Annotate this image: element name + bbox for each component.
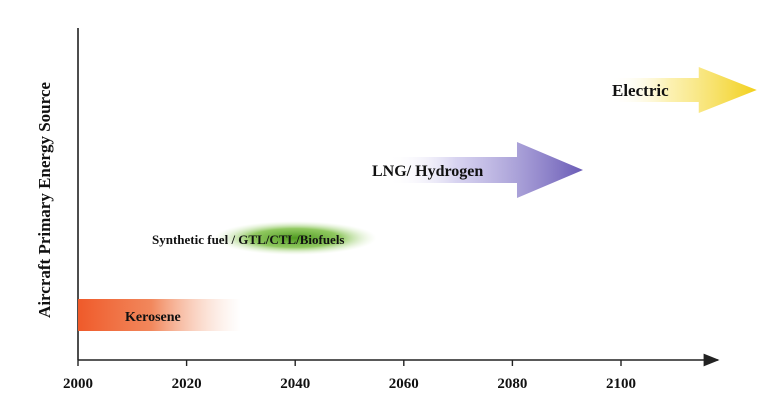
x-tick-label: 2060 — [389, 376, 419, 392]
energy-bands: Kerosene Synthetic fuel / GTL/CTL/Biofuel… — [78, 67, 757, 331]
synthetic-fuel-gtl-ctl-biofuels-label: Synthetic fuel / GTL/CTL/Biofuels — [152, 232, 345, 247]
lng-hydrogen-label: LNG/ Hydrogen — [372, 163, 483, 180]
synthetic-fuel-gtl-ctl-biofuels-band — [213, 221, 377, 255]
electric-label: Electric — [612, 81, 669, 100]
x-tick-label: 2020 — [172, 376, 202, 392]
x-tick-label: 2040 — [280, 376, 310, 392]
x-tick-label: 2080 — [497, 376, 527, 392]
x-axis-ticks: 2000 2020 2040 2060 2080 2100 — [63, 360, 636, 392]
electric-band — [610, 67, 757, 113]
kerosene-label: Kerosene — [125, 310, 181, 325]
kerosene-band — [78, 299, 241, 331]
y-axis-label: Aircraft Primary Energy Source — [35, 82, 54, 318]
lng-hydrogen-band — [387, 142, 583, 198]
x-tick-label: 2100 — [606, 376, 636, 392]
x-tick-label: 2000 — [63, 376, 93, 392]
